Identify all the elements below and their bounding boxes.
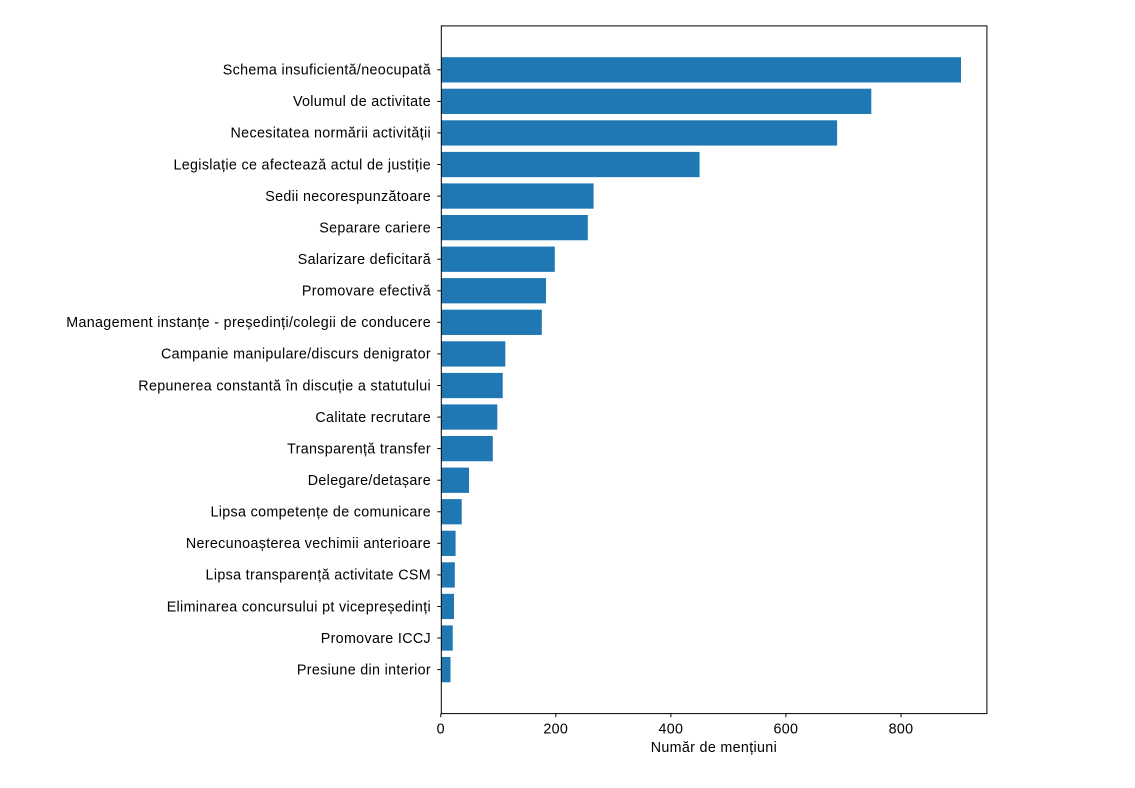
svg-text:Repunerea constantă în discuți: Repunerea constantă în discuție a statut…	[138, 378, 431, 394]
svg-text:Promovare efectivă: Promovare efectivă	[302, 284, 431, 300]
svg-text:Sedii necorespunzătoare: Sedii necorespunzătoare	[265, 189, 431, 205]
svg-text:0: 0	[437, 722, 445, 738]
svg-text:Lipsa transparență activitate: Lipsa transparență activitate CSM	[206, 568, 431, 584]
svg-text:600: 600	[773, 722, 798, 738]
svg-text:Legislație ce afectează actul: Legislație ce afectează actul de justiți…	[173, 157, 431, 173]
svg-text:Salarizare deficitară: Salarizare deficitară	[298, 252, 431, 268]
svg-text:Calitate recrutare: Calitate recrutare	[315, 410, 431, 426]
svg-text:Număr de mențiuni: Număr de mențiuni	[651, 740, 777, 756]
svg-text:Nerecunoașterea vechimii anter: Nerecunoașterea vechimii anterioare	[186, 536, 431, 552]
svg-text:Management instanțe - președin: Management instanțe - președinți/colegii…	[66, 315, 431, 331]
svg-text:Delegare/detașare: Delegare/detașare	[308, 473, 431, 489]
svg-text:Transparență transfer: Transparență transfer	[287, 441, 431, 457]
svg-text:Eliminarea concursului pt vice: Eliminarea concursului pt vicepreședinți	[167, 599, 431, 615]
svg-text:Necesitatea normării activităț: Necesitatea normării activității	[231, 126, 431, 142]
svg-text:200: 200	[543, 722, 568, 738]
svg-text:Schema insuficientă/neocupată: Schema insuficientă/neocupată	[223, 63, 431, 79]
svg-text:Presiune din interior: Presiune din interior	[297, 662, 431, 678]
svg-text:Lipsa competențe de comunicare: Lipsa competențe de comunicare	[210, 505, 431, 521]
svg-text:800: 800	[889, 722, 914, 738]
svg-text:Separare cariere: Separare cariere	[319, 220, 431, 236]
svg-text:Volumul de activitate: Volumul de activitate	[293, 94, 431, 110]
svg-text:Promovare ICCJ: Promovare ICCJ	[321, 631, 431, 647]
svg-text:400: 400	[658, 722, 683, 738]
svg-text:Campanie manipulare/discurs de: Campanie manipulare/discurs denigrator	[161, 347, 431, 363]
